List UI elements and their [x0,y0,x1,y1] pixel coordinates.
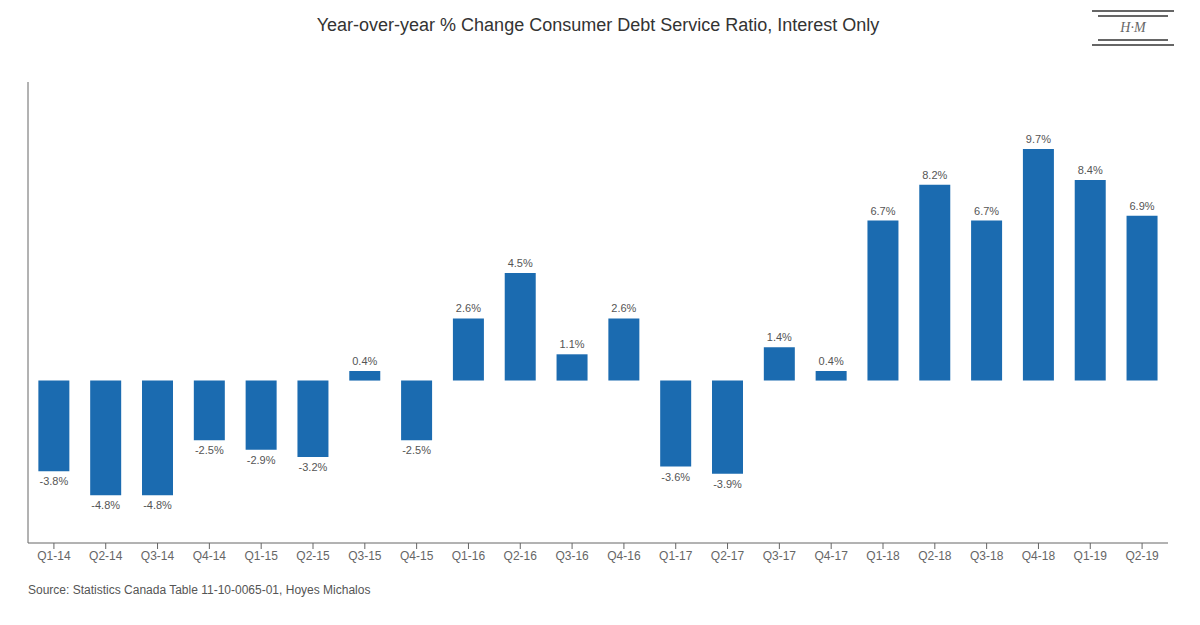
svg-text:Q4-17: Q4-17 [815,549,849,563]
svg-text:-4.8%: -4.8% [91,499,120,511]
svg-text:-2.5%: -2.5% [195,444,224,456]
svg-text:-3.8%: -3.8% [39,475,68,487]
svg-text:0.4%: 0.4% [819,355,844,367]
html-text:Source: Statistics Canada Tabl: Source: Statistics Canada Table 11-10-00… [28,583,371,597]
svg-text:Q4-16: Q4-16 [607,549,641,563]
svg-text:8.2%: 8.2% [922,169,947,181]
svg-text:Q2-19: Q2-19 [1125,549,1159,563]
svg-text:2.6%: 2.6% [611,302,636,314]
svg-text:2.6%: 2.6% [456,302,481,314]
svg-text:4.5%: 4.5% [508,257,533,269]
svg-text:Q2-16: Q2-16 [504,549,538,563]
svg-text:Q1-18: Q1-18 [866,549,900,563]
svg-text:Q2-18: Q2-18 [918,549,952,563]
svg-text:Q1-15: Q1-15 [245,549,279,563]
svg-text:-2.5%: -2.5% [402,444,431,456]
svg-text:Q3-17: Q3-17 [763,549,797,563]
svg-text:6.7%: 6.7% [870,205,895,217]
svg-text:Q4-14: Q4-14 [193,549,227,563]
html-text:Year-over-year % Change Consum: Year-over-year % Change Consumer Debt Se… [316,15,880,35]
svg-text:Q1-16: Q1-16 [452,549,486,563]
svg-text:Q1-19: Q1-19 [1074,549,1108,563]
svg-text:Q3-15: Q3-15 [348,549,382,563]
svg-text:1.1%: 1.1% [560,338,585,350]
html-text:H·M: H·M [1120,20,1146,35]
svg-text:Q4-15: Q4-15 [400,549,434,563]
svg-text:Q2-14: Q2-14 [89,549,123,563]
svg-text:Q2-17: Q2-17 [711,549,745,563]
svg-text:0.4%: 0.4% [352,355,377,367]
svg-text:Q3-16: Q3-16 [555,549,589,563]
svg-text:6.9%: 6.9% [1130,200,1155,212]
svg-text:-2.9%: -2.9% [247,454,276,466]
svg-text:-3.2%: -3.2% [299,461,328,473]
svg-text:-3.9%: -3.9% [713,478,742,490]
svg-text:-3.6%: -3.6% [661,471,690,483]
svg-text:8.4%: 8.4% [1078,164,1103,176]
svg-text:9.7%: 9.7% [1026,133,1051,145]
svg-text:-4.8%: -4.8% [143,499,172,511]
svg-text:Q3-18: Q3-18 [970,549,1004,563]
svg-text:Q1-17: Q1-17 [659,549,693,563]
svg-text:6.7%: 6.7% [974,205,999,217]
svg-text:Q1-14: Q1-14 [37,549,71,563]
svg-text:Q4-18: Q4-18 [1022,549,1056,563]
svg-text:Q2-15: Q2-15 [296,549,330,563]
svg-text:1.4%: 1.4% [767,331,792,343]
svg-text:Q3-14: Q3-14 [141,549,175,563]
